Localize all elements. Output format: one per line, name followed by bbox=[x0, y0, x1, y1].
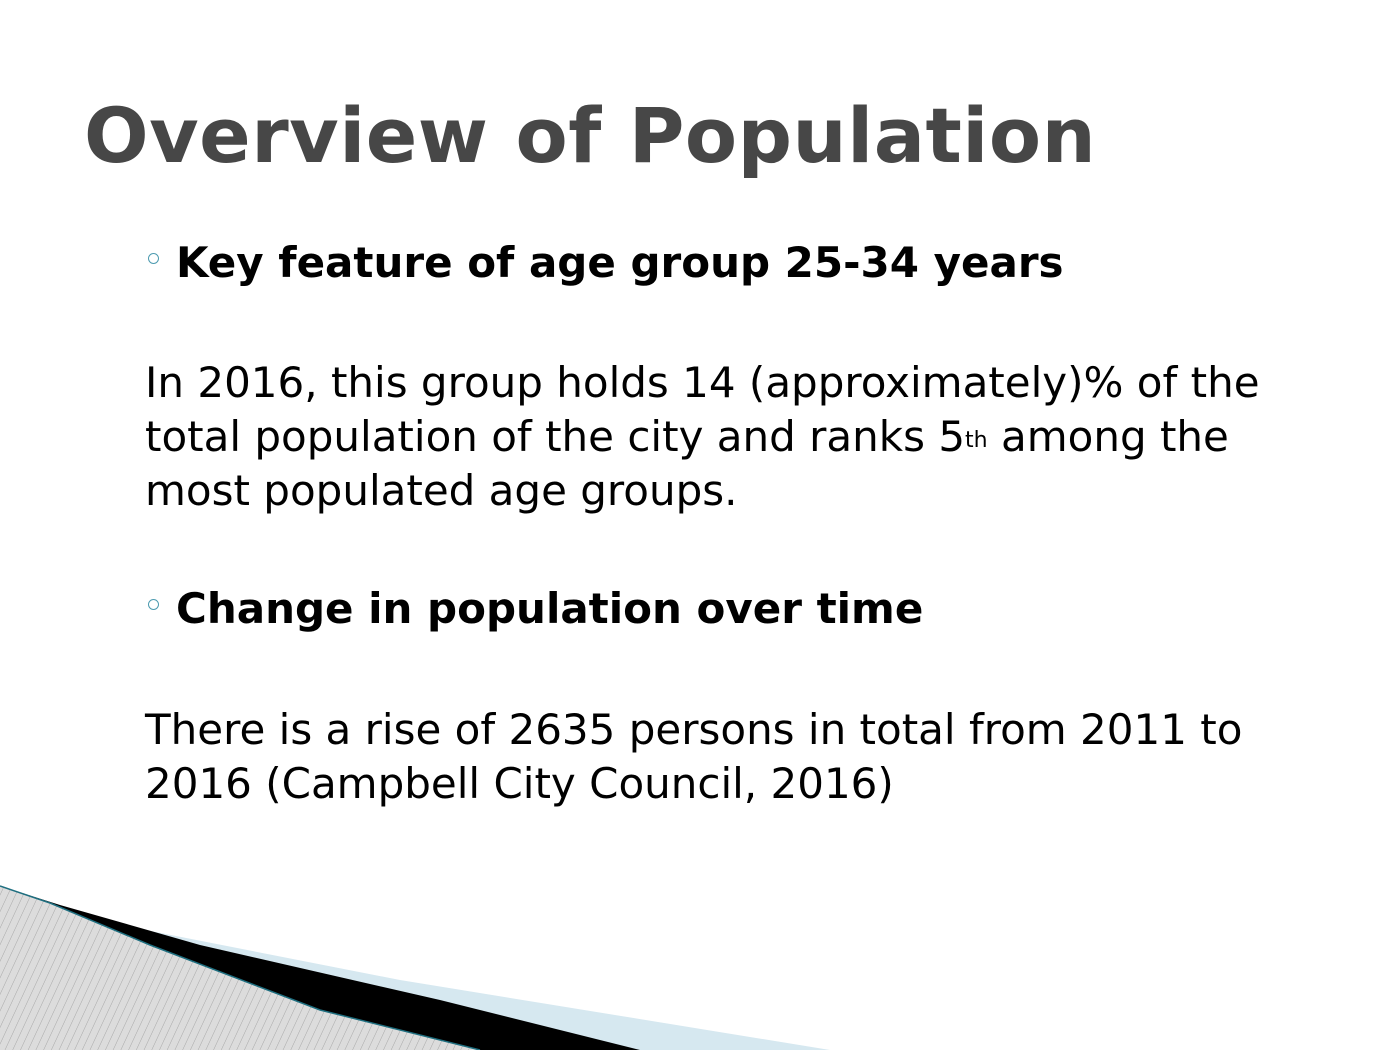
paragraph-text: In 2016, this group holds 14 (approximat… bbox=[145, 358, 1260, 461]
paragraph-population-change: There is a rise of 2635 persons in total… bbox=[145, 705, 1243, 808]
ordinal-suffix: th bbox=[965, 428, 988, 453]
bullet-heading: Change in population over time bbox=[176, 584, 924, 633]
paragraph-age-group: In 2016, this group holds 14 (approximat… bbox=[145, 356, 1345, 518]
bullet-change-population: Change in population over time bbox=[148, 584, 923, 633]
bullet-key-feature: Key feature of age group 25-34 years bbox=[148, 238, 1064, 287]
bullet-heading: Key feature of age group 25-34 years bbox=[176, 238, 1064, 287]
circle-bullet-icon bbox=[148, 599, 159, 610]
circle-bullet-icon bbox=[148, 253, 159, 264]
slide-title: Overview of Population bbox=[84, 91, 1097, 180]
paragraph-text: among the most populated age groups. bbox=[145, 412, 1229, 515]
